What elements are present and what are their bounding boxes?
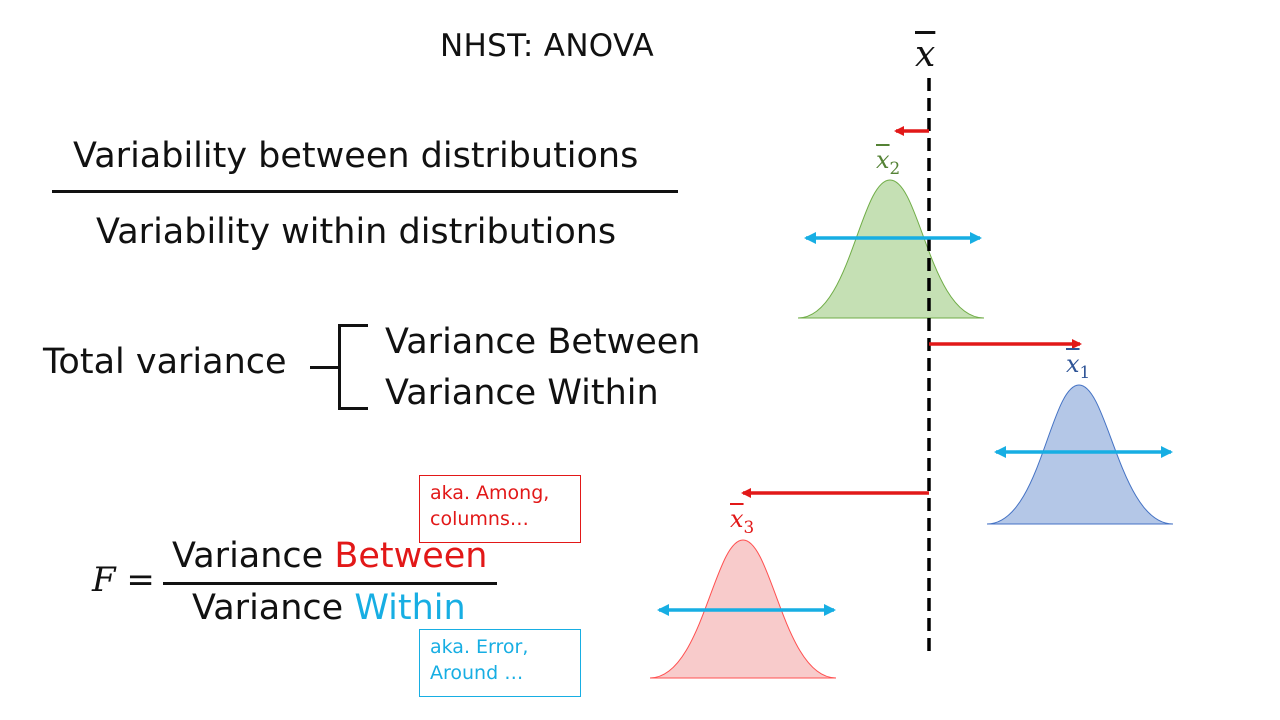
distribution-group2 — [797, 179, 985, 319]
variance-within-label: Variance Within — [385, 373, 659, 413]
equals-sign: = — [126, 560, 155, 600]
grand-mean-symbol: x — [915, 34, 936, 75]
variance-between-label: Variance Between — [385, 322, 701, 362]
f-denominator-word: Variance — [192, 588, 344, 628]
bracket-stem — [310, 366, 340, 369]
f-numerator-word: Variance — [172, 536, 324, 576]
f-fraction-line — [163, 582, 497, 585]
within-term: Within — [354, 588, 466, 628]
fraction-denominator: Variability within distributions — [96, 212, 617, 252]
group3-mean-symbol: x3 — [730, 505, 755, 537]
slide-title: NHST: ANOVA — [440, 28, 654, 64]
fraction-numerator: Variability between distributions — [73, 136, 639, 176]
fraction-line — [52, 190, 678, 193]
group2-mean-symbol: x2 — [876, 146, 901, 178]
note-among-line-2: columns… — [430, 508, 529, 530]
note-error-line-2: Around … — [430, 662, 524, 684]
group1-mean-symbol: x1 — [1066, 350, 1091, 382]
note-among: aka. Among, columns… — [419, 475, 581, 543]
total-variance-label: Total variance — [43, 342, 287, 382]
distribution-group1 — [986, 384, 1174, 525]
note-error: aka. Error, Around … — [419, 629, 581, 697]
f-letter: F — [92, 560, 116, 600]
f-symbol: F = — [92, 560, 155, 600]
note-among-line-1: aka. Among, — [430, 482, 550, 504]
f-denominator: Variance Within — [192, 588, 466, 628]
bracket — [338, 324, 368, 410]
note-error-line-1: aka. Error, — [430, 636, 529, 658]
